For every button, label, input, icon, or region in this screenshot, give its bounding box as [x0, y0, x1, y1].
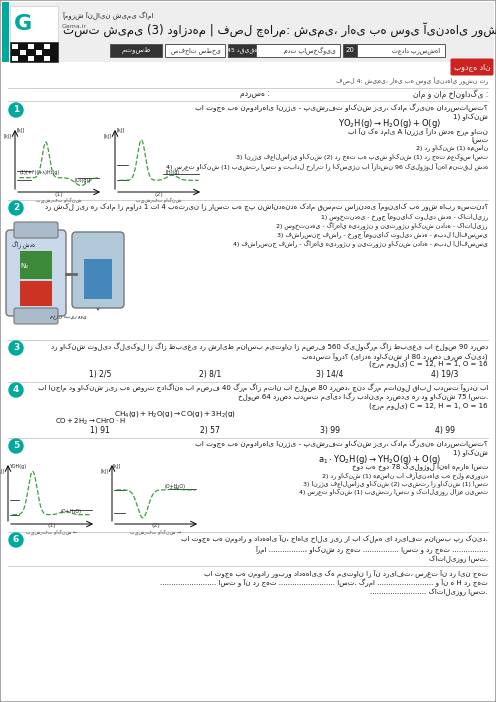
Text: [kJ]: [kJ]	[17, 128, 25, 133]
Text: پیشرفت واکنش →: پیشرفت واکنش →	[130, 530, 182, 536]
Text: [kJ]: [kJ]	[101, 469, 109, 474]
Text: (O+H₂O): (O+H₂O)	[165, 484, 186, 489]
Text: مخزن دبیر ووی: مخزن دبیر ووی	[50, 315, 86, 321]
Text: 45 دقیقه: 45 دقیقه	[227, 48, 257, 53]
Text: 4) 99: 4) 99	[435, 425, 455, 435]
Text: (2): (2)	[152, 523, 160, 528]
Text: خلوص 64 درصد بدست می‌آید اگر بدانیم درصدی هر دو واکنش 75 است.: خلوص 64 درصد بدست می‌آید اگر بدانیم درصد…	[238, 392, 488, 402]
Text: آرما ................، واکنش در جهت ................ است و در جهت ..............: آرما ................، واکنش در جهت ....…	[255, 546, 488, 554]
Text: با توجه به نمودار روبرو داده‌هایی که می‌توان از آن دریافت، سرعت آن در این جهت: با توجه به نمودار روبرو داده‌هایی که می‌…	[204, 570, 488, 578]
Text: 1) سوختندهی - خروج آمونیاک تولید شده - کاتالیزر: 1) سوختندهی - خروج آمونیاک تولید شده - ک…	[321, 212, 488, 220]
Text: 5: 5	[13, 442, 19, 451]
Text: $\mathrm{CH_4(g)+H_2O(g)\rightarrow CO(g)+3H_2(g)}$: $\mathrm{CH_4(g)+H_2O(g)\rightarrow CO(g…	[114, 409, 236, 419]
Bar	[255, 44, 340, 57]
Text: 4) سرعت واکنش (1) بیشتر است و کتالیزور لازم نیست: 4) سرعت واکنش (1) بیشتر است و کتالیزور ل…	[299, 489, 488, 496]
Text: 3: 3	[13, 343, 19, 352]
Bar	[20, 281, 52, 306]
FancyBboxPatch shape	[450, 58, 494, 76]
Bar	[28, 56, 34, 61]
Bar	[228, 44, 256, 57]
Text: $\mathrm{YO_2H(g) \rightarrow H_2O(g) + O(g)}$: $\mathrm{YO_2H(g) \rightarrow H_2O(g) + …	[338, 117, 441, 131]
Text: پیشرفت واکنش ←: پیشرفت واکنش ←	[26, 530, 77, 536]
Bar	[355, 44, 445, 57]
Text: [kJ]: [kJ]	[117, 128, 125, 133]
FancyBboxPatch shape	[14, 222, 58, 238]
Text: با آن که دمای A انرژی آزاد شده جرم واتن: با آن که دمای A انرژی آزاد شده جرم واتن	[348, 128, 488, 136]
Text: با توجه به نمودارهای انرژی - پیشرفت واکنش زیر، کدام گزینه نادرست‌است؟: با توجه به نمودارهای انرژی - پیشرفت واکن…	[195, 104, 488, 112]
Bar	[10, 6, 58, 42]
Circle shape	[9, 533, 23, 547]
Text: 6: 6	[13, 536, 19, 545]
Text: 2) 57: 2) 57	[200, 425, 220, 435]
Text: 2) در واکنش (1) همسان با فرآیندهای به جلو می‌روند: 2) در واکنش (1) همسان با فرآیندهای به جل…	[322, 471, 488, 479]
Bar	[84, 259, 112, 299]
Bar	[12, 56, 18, 61]
Text: گاز شده: گاز شده	[12, 240, 35, 248]
Circle shape	[9, 103, 23, 117]
Text: (O+H₂O): (O+H₂O)	[61, 509, 82, 514]
Text: 1: 1	[13, 105, 19, 114]
Text: 2) سوختندهی - گازهای هیدروژن و نیتروژن واکنش نداده - کاتالیزر: 2) سوختندهی - گازهای هیدروژن و نیتروژن و…	[276, 221, 488, 229]
Text: پیشرفت واکنش: پیشرفت واکنش	[36, 198, 82, 204]
Bar	[10, 42, 58, 62]
Text: بهدست آورد؟ (یازده دواکنش را 80 درصد فرض کنید): بهدست آورد؟ (یازده دواکنش را 80 درصد فرض…	[303, 352, 488, 360]
Text: 4) سرعت واکنش (1) بیشتر است و تبادل حرارت از اکسیژن با آزادشن 96 کیلوژول آنها من: 4) سرعت واکنش (1) بیشتر است و تبادل حرار…	[166, 162, 488, 170]
Text: 4) فشارسنج فشار - گازهای هیدروژن و نیتروژن واکنش نداده - مبدل الافسسی: 4) فشارسنج فشار - گازهای هیدروژن و نیترو…	[233, 239, 488, 247]
Text: ......................... است و آن در جهت ......................... است. گرما ..: ......................... است و آن در جه…	[160, 578, 488, 588]
Text: نام و نام خانوادگی :: نام و نام خانوادگی :	[413, 89, 488, 99]
Bar	[20, 50, 26, 55]
Text: [kJ]: [kJ]	[113, 465, 121, 470]
Text: در واکنش تولید گلیکول از گاز طبیعی در شرایط مناسب می‌توان از مصرف 560 کیلوگرم گا: در واکنش تولید گلیکول از گاز طبیعی در شر…	[51, 343, 488, 351]
Text: YOH(g): YOH(g)	[9, 465, 26, 470]
Text: با توجه به نمودار و داده‌های آن، جاهای خالی زیر را با کلمه یا دریافت مناسب پر کن: با توجه به نمودار و داده‌های آن، جاهای خ…	[181, 535, 488, 543]
Text: 3) انرژی فعالسازی واکنش (2) در جهت به پیش واکنش (1) در جهت معکوس است: 3) انرژی فعالسازی واکنش (2) در جهت به پی…	[236, 154, 488, 161]
Text: (جرم مولی) C = 12, H = 1, O = 16: (جرم مولی) C = 12, H = 1, O = 16	[370, 402, 488, 409]
Bar	[110, 44, 162, 57]
Bar	[343, 44, 357, 57]
Text: [kJ]: [kJ]	[104, 134, 112, 139]
Text: (2): (2)	[155, 192, 163, 197]
Text: ......................... کاتالیزور است.: ......................... کاتالیزور است.	[371, 588, 488, 596]
Text: کاتالیزور است.: کاتالیزور است.	[429, 555, 488, 563]
Circle shape	[9, 439, 23, 453]
Text: با انجام دو واکنش زیر به صورت جداگانه با مصرف 40 گرم گاز متان با خلوص 80 درصد، چ: با انجام دو واکنش زیر به صورت جداگانه با…	[38, 384, 488, 392]
Text: [O₂(g)]: [O₂(g)]	[75, 178, 91, 183]
Text: 1) واکنش: 1) واکنش	[453, 449, 488, 457]
Circle shape	[9, 341, 23, 355]
Bar	[28, 44, 34, 49]
Circle shape	[9, 383, 23, 397]
Text: آموزش آنلاین شیمی گاما: آموزش آنلاین شیمی گاما	[62, 12, 153, 20]
Text: با توجه به نمودارهای انرژی - پیشرفت واکنش زیر، کدام گزینه نادرست‌است؟: با توجه به نمودارهای انرژی - پیشرفت واکن…	[195, 439, 488, 449]
Text: صفحات سطحی: صفحات سطحی	[171, 47, 221, 54]
Text: مدرسه :: مدرسه :	[240, 89, 270, 98]
Text: G: G	[14, 14, 32, 34]
Text: (1): (1)	[55, 192, 63, 197]
Text: [H](g): [H](g)	[166, 170, 181, 175]
Text: [kJ]: [kJ]	[4, 134, 12, 139]
Text: پیشرفت واکنش: پیشرفت واکنش	[136, 198, 182, 204]
Text: مدت پاسخگویی: مدت پاسخگویی	[284, 46, 336, 54]
Text: است: است	[471, 137, 488, 143]
FancyBboxPatch shape	[6, 230, 66, 316]
Text: 3) فشارسنج فشار - خروج آمونیاک تولید شده - مبدل الافسسی: 3) فشارسنج فشار - خروج آمونیاک تولید شده…	[277, 230, 488, 238]
Text: (1): (1)	[48, 523, 57, 528]
Text: 3) 14/4: 3) 14/4	[316, 369, 344, 378]
Text: خود به خود 78 کیلوژول آنها همراه است: خود به خود 78 کیلوژول آنها همراه است	[352, 463, 488, 471]
Text: (جرم مولی) C = 12, H = 1, O = 16: (جرم مولی) C = 12, H = 1, O = 16	[370, 362, 488, 369]
Text: در شکل زیر هر کدام از موارد 1 تا 4 بهترین از راست به چپ نشاندهنده کدام قسمت سازن: در شکل زیر هر کدام از موارد 1 تا 4 بهتری…	[45, 203, 488, 211]
FancyBboxPatch shape	[14, 308, 58, 324]
Bar	[44, 44, 50, 49]
Text: 2) در واکنش (1) همسان: 2) در واکنش (1) همسان	[416, 145, 488, 152]
Text: 1) 2/5: 1) 2/5	[89, 369, 111, 378]
Text: $\mathrm{CO+2H_2 \rightarrow CHrO \cdot H}$: $\mathrm{CO+2H_2 \rightarrow CHrO \cdot …	[55, 417, 125, 427]
Text: $\mathrm{a_1 \cdot YO_2H(g) \rightarrow YH_2O(g) + O(g)}$: $\mathrm{a_1 \cdot YO_2H(g) \rightarrow …	[318, 453, 441, 467]
Text: بودجه دان: بودجه دان	[454, 62, 491, 72]
Text: متوسط: متوسط	[121, 47, 151, 54]
Bar	[12, 44, 18, 49]
Text: 1) واکنش: 1) واکنش	[453, 113, 488, 121]
Text: (1)(+۴)(+۸)H₂(g): (1)(+۴)(+۸)H₂(g)	[19, 170, 60, 175]
Text: 4) 19/3: 4) 19/3	[432, 369, 459, 378]
Text: فصل 4: شیمی، راهی به سوی آیندهای روشن تر: فصل 4: شیمی، راهی به سوی آیندهای روشن تر	[336, 76, 488, 84]
Bar	[165, 44, 225, 57]
